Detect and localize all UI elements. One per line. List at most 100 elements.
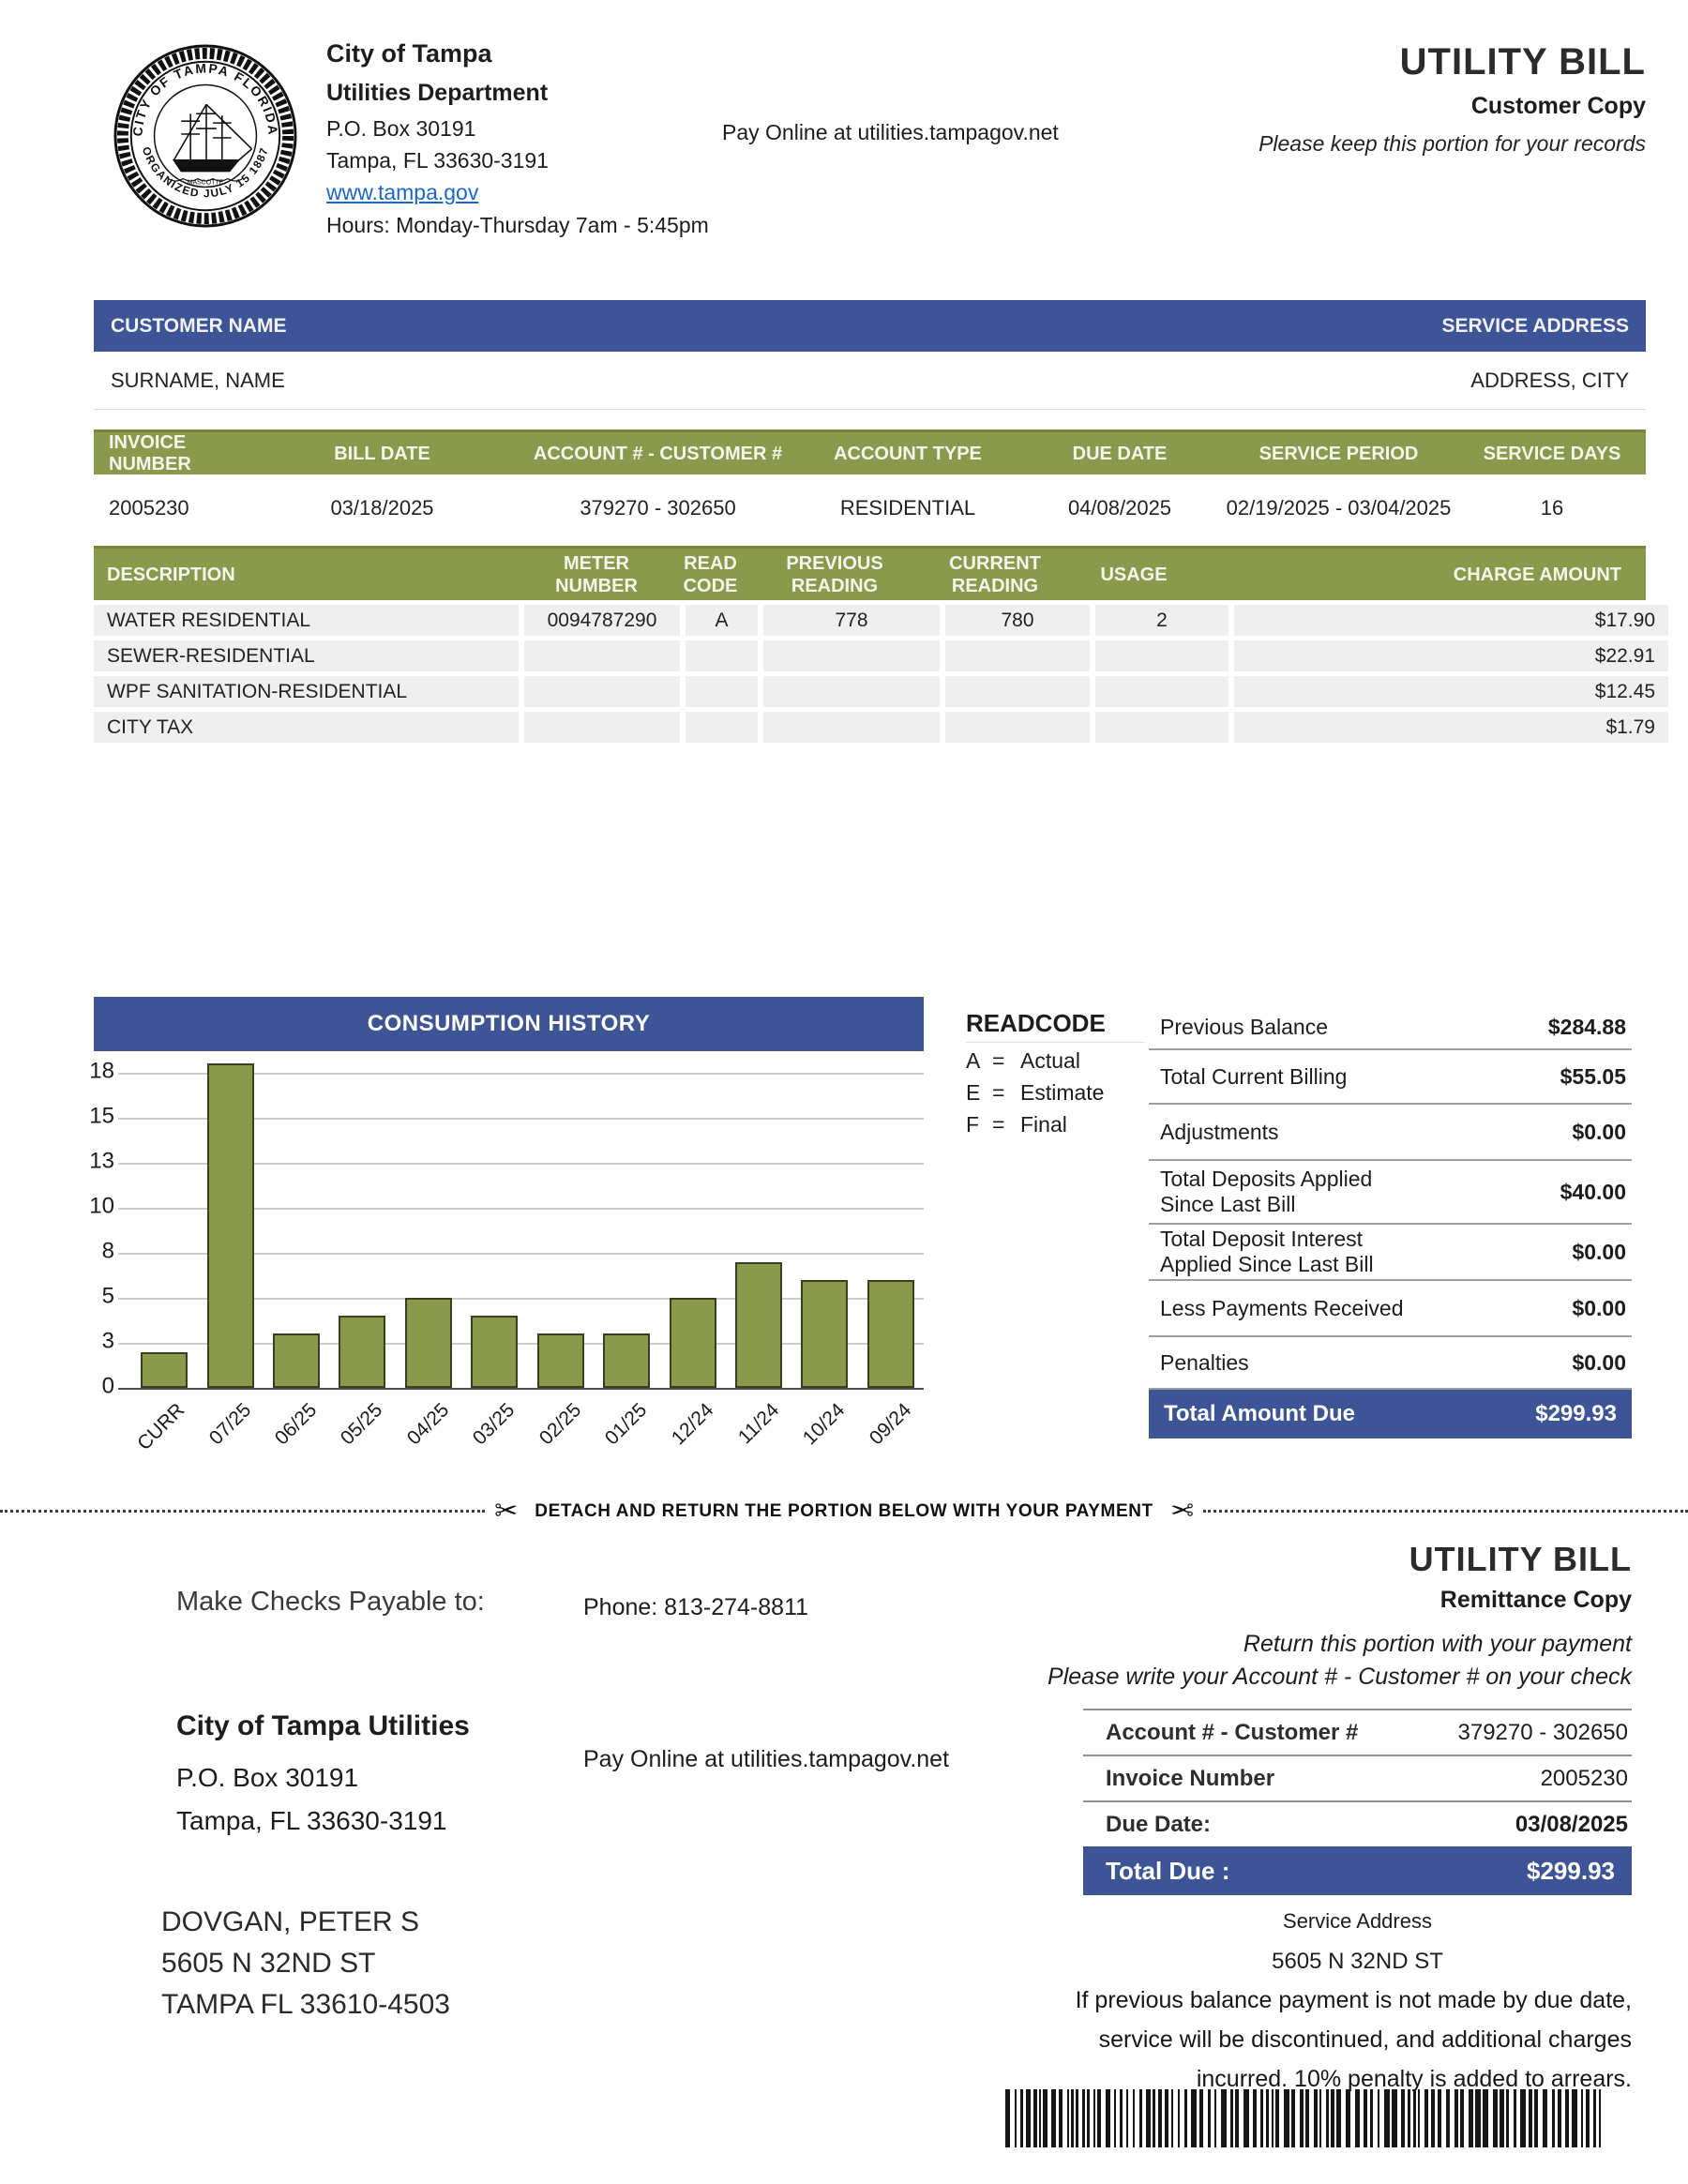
- department-name: Utilities Department: [326, 80, 549, 106]
- late-warning-line: incurred. 10% penalty is added to arrear…: [1196, 2066, 1632, 2092]
- barcode-bar: [1214, 2089, 1216, 2147]
- summary-amount: $0.00: [1572, 1239, 1626, 1264]
- scissors-icon-right: ✂: [1169, 1496, 1194, 1527]
- charges-cell: 2: [1095, 605, 1228, 636]
- charges-header-row: DESCRIPTION METER NUMBER READ CODE PREVIOUS…: [94, 546, 1646, 600]
- y-axis-tick-label: 15: [89, 1103, 114, 1129]
- charges-cell: $22.91: [1234, 640, 1668, 671]
- barcode-bar: [1305, 2089, 1309, 2147]
- seal-arc-bottom-text: ORGANIZED JULY 15 1887: [140, 145, 270, 201]
- barcode-bar: [1291, 2089, 1295, 2147]
- agency-name: City of Tampa: [326, 39, 492, 68]
- summary-amount: $40.00: [1560, 1179, 1626, 1204]
- customer-name-header: CUSTOMER NAME: [111, 314, 287, 337]
- chart-bar: [603, 1333, 651, 1388]
- charges-column-header: CHARGE AMOUNT: [1453, 564, 1621, 585]
- charges-cell: [686, 676, 758, 707]
- barcode-bar: [1593, 2089, 1596, 2147]
- chart-bar: [404, 1298, 452, 1388]
- x-axis-tick-label: 12/24: [667, 1399, 717, 1450]
- remittance-field-value: 2005230: [1540, 1765, 1628, 1791]
- pay-online-note-top: Pay Online at utilities.tampagov.net: [722, 120, 1059, 144]
- barcode-bar: [1319, 2089, 1321, 2147]
- barcode-bar: [1418, 2089, 1420, 2147]
- barcode-bar: [1314, 2089, 1318, 2147]
- barcode-bar: [1082, 2089, 1085, 2147]
- charges-cell: [763, 676, 940, 707]
- barcode-bar: [1336, 2089, 1341, 2147]
- invoice-column-header: SERVICE DAYS: [1483, 443, 1621, 464]
- barcode-bar: [1230, 2089, 1233, 2147]
- barcode-bar: [1460, 2089, 1464, 2147]
- barcode-bar: [1572, 2089, 1577, 2147]
- charges-cell: [945, 640, 1090, 671]
- x-axis-tick-label: 03/25: [469, 1399, 520, 1450]
- summary-amount: $0.00: [1572, 1349, 1626, 1375]
- y-axis-tick-label: 8: [101, 1238, 114, 1264]
- remittance-field-label: Due Date:: [1106, 1811, 1212, 1837]
- charges-column-header: DESCRIPTION: [107, 564, 235, 585]
- chart-gridline: [118, 1343, 924, 1345]
- x-axis-tick-label: 06/25: [270, 1399, 322, 1450]
- chart-bar: [273, 1333, 321, 1388]
- charges-cell: [1095, 712, 1228, 743]
- barcode-bar: [1300, 2089, 1304, 2147]
- scissors-icon-left: ✂: [494, 1496, 519, 1527]
- chart-bar: [471, 1316, 519, 1388]
- readcode-item: A = Actual: [966, 1048, 1144, 1074]
- y-axis-tick-label: 3: [101, 1328, 114, 1354]
- remittance-copy-label: Remittance Copy: [1439, 1587, 1632, 1613]
- customer-table: CUSTOMER NAME SERVICE ADDRESS SURNAME, N…: [94, 300, 1646, 410]
- invoice-info-table: INVOICE NUMBER BILL DATE ACCOUNT # - CUSTO…: [94, 429, 1646, 542]
- charges-cell: [763, 640, 940, 671]
- barcode-bar: [1331, 2089, 1334, 2147]
- charges-table: DESCRIPTION METER NUMBER READ CODE PREVIOUS…: [94, 546, 1668, 743]
- charges-cell: $17.90: [1234, 605, 1668, 636]
- summary-amount: $55.05: [1560, 1063, 1626, 1089]
- document-title-block: UTILITY BILL Customer Copy Please keep t…: [1032, 41, 1646, 157]
- x-axis-tick-label: CURR: [133, 1399, 189, 1455]
- barcode-bar: [1493, 2089, 1498, 2147]
- website-link[interactable]: www.tampa.gov: [326, 180, 479, 204]
- summary-amount: $284.88: [1547, 1014, 1626, 1039]
- charges-cell: [1095, 676, 1228, 707]
- invoice-value: 04/08/2025: [1067, 496, 1172, 520]
- barcode-bar: [1076, 2089, 1078, 2147]
- readcode-meaning: Actual: [1020, 1048, 1080, 1073]
- charges-cell: A: [686, 605, 758, 636]
- page-title: UTILITY BILL: [1399, 41, 1646, 83]
- payee-name: City of Tampa Utilities: [176, 1710, 470, 1741]
- invoice-column-header: ACCOUNT TYPE: [834, 443, 982, 464]
- charges-cell: WPF SANITATION-RESIDENTIAL: [94, 676, 519, 707]
- phone-number: Phone: 813-274-8811: [583, 1594, 809, 1620]
- x-axis-tick-label: 04/25: [402, 1399, 454, 1450]
- readcode-item: E = Estimate: [966, 1080, 1144, 1106]
- barcode-bar: [1043, 2089, 1047, 2147]
- barcode-bar: [1243, 2089, 1249, 2147]
- barcode-bar: [1565, 2089, 1569, 2147]
- remit-service-address-label: Service Address: [1283, 1909, 1432, 1933]
- barcode-bar: [1469, 2089, 1473, 2147]
- barcode-bar: [1475, 2089, 1481, 2147]
- barcode-bar: [1552, 2089, 1555, 2147]
- summary-label: Total Current Billing: [1160, 1063, 1348, 1089]
- barcode-bar: [1364, 2089, 1367, 2147]
- charges-cell: SEWER-RESIDENTIAL: [94, 640, 519, 671]
- payee-address-block: City of Tampa Utilities P.O. Box 30191 T…: [176, 1710, 470, 1836]
- readcode-item: F = Final: [966, 1112, 1144, 1137]
- summary-amount: $0.00: [1572, 1119, 1626, 1144]
- chart-bar: [867, 1279, 914, 1388]
- chart-gridline: [118, 1118, 924, 1120]
- chart-gridline: [118, 1163, 924, 1165]
- remit-service-address-value: 5605 N 32ND ST: [1272, 1949, 1443, 1974]
- barcode-bar: [1378, 2089, 1379, 2147]
- chart-gridline: [118, 1208, 924, 1210]
- table-row: WPF SANITATION-RESIDENTIAL $12.45: [94, 676, 1668, 707]
- remittance-title-block: UTILITY BILL Remittance Copy Return this…: [1032, 1540, 1632, 1691]
- table-row: CITY TAX $1.79: [94, 712, 1668, 743]
- invoice-column-header: ACCOUNT # - CUSTOMER #: [533, 443, 783, 464]
- barcode-bar: [1178, 2089, 1180, 2147]
- chart-gridline: [118, 1298, 924, 1300]
- total-amount-due-bar: Total Amount Due $299.93: [1149, 1390, 1632, 1438]
